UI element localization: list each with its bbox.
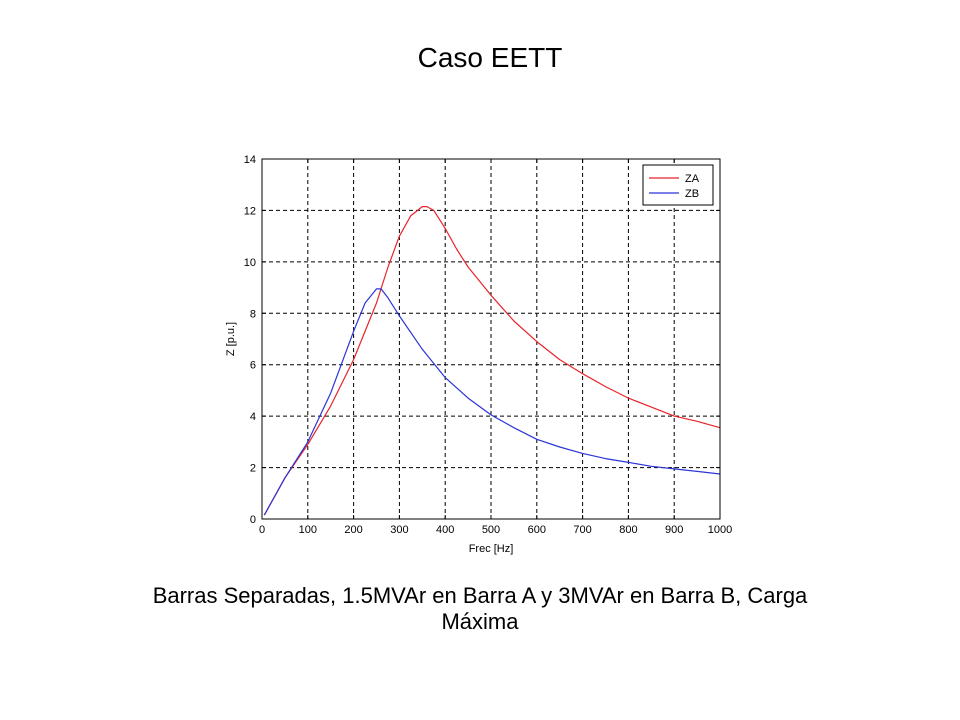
y-tick-label: 2: [250, 463, 256, 475]
axis-ticks: 0 100 200 300 400 500 600 700 800 900 1000 0 2 4 6 8 10 1…: [244, 154, 732, 536]
y-tick-label: 4: [250, 411, 256, 423]
plot-frame: [261, 158, 721, 520]
slide-title: Caso EETT: [417, 42, 563, 73]
grid-lines: [262, 159, 720, 519]
x-tick-label: 1000: [708, 524, 732, 536]
series-line-za: [263, 206, 721, 516]
x-tick-label: 900: [665, 524, 683, 536]
legend-label-zb: ZB: [685, 188, 699, 200]
legend: ZA ZB: [642, 164, 714, 206]
x-tick-label: 800: [619, 524, 637, 536]
series-lines: [263, 206, 721, 516]
caption-line-2: Máxima: [441, 609, 519, 634]
y-tick-label: 0: [250, 514, 256, 526]
caption-line-1: Barras Separadas, 1.5MVAr en Barra A y 3…: [152, 583, 808, 608]
y-tick-label: 10: [244, 257, 256, 269]
x-tick-label: 100: [299, 524, 317, 536]
x-tick-label: 700: [573, 524, 591, 536]
x-tick-label: 600: [528, 524, 546, 536]
x-tick-label: 200: [344, 524, 362, 536]
x-tick-label: 500: [482, 524, 500, 536]
series-line-zb: [263, 288, 721, 516]
y-tick-label: 14: [244, 154, 256, 166]
legend-box: [642, 164, 714, 206]
y-axis-label: Z [p.u.]: [225, 322, 237, 356]
x-tick-label: 0: [259, 524, 265, 536]
x-tick-label: 300: [390, 524, 408, 536]
x-tick-label: 400: [436, 524, 454, 536]
slide-caption: Barras Separadas, 1.5MVAr en Barra A y 3…: [60, 583, 900, 635]
y-tick-label: 12: [244, 205, 256, 217]
y-tick-label: 6: [250, 360, 256, 372]
y-tick-label: 8: [250, 308, 256, 320]
legend-label-za: ZA: [685, 173, 700, 185]
x-axis-label: Frec [Hz]: [469, 543, 514, 555]
